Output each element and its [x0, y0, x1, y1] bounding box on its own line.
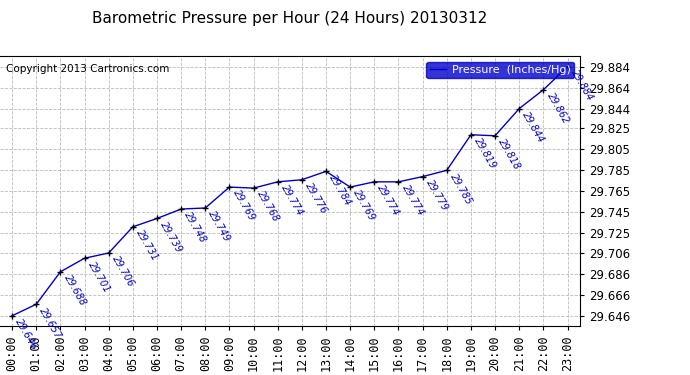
- Text: 29.776: 29.776: [304, 181, 329, 216]
- Text: 29.784: 29.784: [328, 173, 353, 207]
- Text: 29.818: 29.818: [497, 137, 522, 172]
- Text: 29.774: 29.774: [376, 183, 402, 218]
- Text: 29.785: 29.785: [448, 172, 474, 207]
- Text: 29.769: 29.769: [231, 189, 257, 223]
- Legend: Pressure  (Inches/Hg): Pressure (Inches/Hg): [426, 62, 574, 78]
- Text: 29.706: 29.706: [110, 254, 136, 289]
- Text: 29.779: 29.779: [424, 178, 450, 213]
- Text: 29.657: 29.657: [38, 306, 63, 340]
- Text: 29.748: 29.748: [183, 210, 208, 245]
- Text: 29.749: 29.749: [207, 209, 233, 244]
- Text: 29.646: 29.646: [14, 317, 39, 352]
- Text: 29.769: 29.769: [352, 189, 377, 223]
- Text: 29.768: 29.768: [255, 189, 281, 224]
- Text: 29.688: 29.688: [62, 273, 88, 308]
- Text: Barometric Pressure per Hour (24 Hours) 20130312: Barometric Pressure per Hour (24 Hours) …: [92, 11, 487, 26]
- Text: 29.884: 29.884: [569, 68, 595, 103]
- Text: 29.731: 29.731: [135, 228, 160, 263]
- Text: 29.774: 29.774: [279, 183, 305, 218]
- Text: 29.774: 29.774: [400, 183, 426, 218]
- Text: Copyright 2013 Cartronics.com: Copyright 2013 Cartronics.com: [6, 64, 169, 74]
- Text: 29.844: 29.844: [521, 110, 546, 145]
- Text: 29.739: 29.739: [159, 220, 184, 255]
- Text: 29.701: 29.701: [86, 260, 112, 294]
- Text: 29.819: 29.819: [473, 136, 498, 171]
- Text: 29.862: 29.862: [545, 91, 571, 126]
